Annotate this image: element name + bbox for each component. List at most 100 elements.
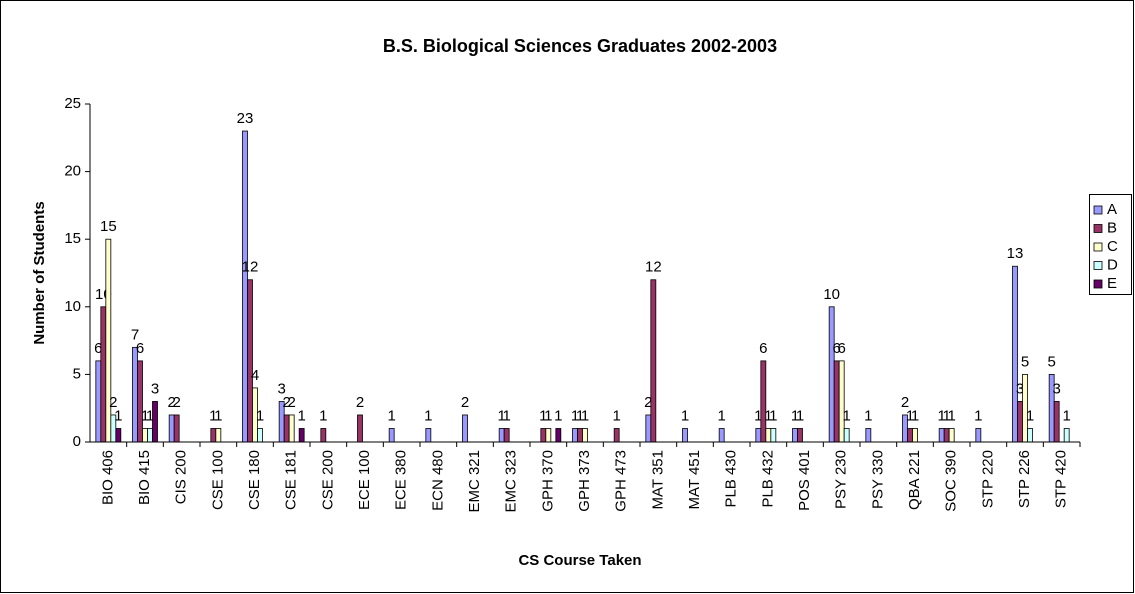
- value-label: 1: [576, 407, 584, 424]
- y-tick-label: 25: [64, 95, 81, 112]
- bar: [142, 428, 148, 443]
- y-tick-label: 5: [73, 365, 81, 382]
- bar: [462, 414, 468, 443]
- x-tick-label: PSY 330: [869, 450, 886, 509]
- value-label: 1: [681, 407, 689, 424]
- bar: [833, 360, 840, 443]
- bar: [760, 360, 767, 443]
- value-label: 1: [141, 407, 149, 424]
- bar: [682, 428, 688, 443]
- x-tick-label: EMC 323: [503, 450, 520, 513]
- value-label: 13: [1007, 245, 1024, 262]
- bar: [1053, 401, 1060, 443]
- x-tick-label: STP 220: [979, 450, 996, 508]
- value-label: 3: [1016, 380, 1024, 397]
- bar: [242, 130, 248, 443]
- value-label: 12: [645, 259, 662, 276]
- value-label: 2: [644, 394, 652, 411]
- x-tick-label: STP 226: [1016, 450, 1033, 508]
- y-tick-label: 0: [73, 433, 81, 450]
- value-label: 1: [754, 407, 762, 424]
- x-tick-label: POS 401: [796, 450, 813, 511]
- value-label: 23: [237, 110, 254, 127]
- x-tick-label: ECE 100: [356, 450, 373, 510]
- value-label: 4: [251, 367, 259, 384]
- value-label: 6: [94, 340, 102, 357]
- value-label: 1: [319, 407, 327, 424]
- bar: [975, 428, 982, 443]
- value-label: 1: [497, 407, 505, 424]
- bar: [100, 306, 107, 443]
- bar: [288, 414, 295, 443]
- value-label: 1: [1062, 407, 1070, 424]
- x-tick-label: BIO 406: [99, 450, 116, 505]
- bar: [298, 428, 305, 443]
- value-label: 1: [796, 407, 804, 424]
- y-tick-label: 20: [64, 163, 81, 180]
- x-tick-label: CSE 181: [283, 450, 300, 510]
- bar: [718, 428, 725, 443]
- bar: [357, 414, 363, 443]
- value-label: 1: [911, 407, 919, 424]
- value-label: 1: [146, 407, 154, 424]
- x-tick-label: PSY 230: [833, 450, 850, 509]
- bar: [613, 428, 620, 443]
- x-tick-label: CSE 180: [246, 450, 263, 510]
- value-label: 1: [297, 407, 305, 424]
- bar: [797, 428, 803, 443]
- bar: [503, 428, 510, 443]
- bar: [95, 360, 102, 443]
- value-label: 1: [906, 407, 914, 424]
- value-label: 1: [974, 407, 982, 424]
- x-tick-label: PLB 432: [759, 450, 776, 508]
- bar: [907, 428, 913, 443]
- value-label: 1: [544, 407, 552, 424]
- value-label: 6: [136, 340, 144, 357]
- bar: [147, 428, 153, 443]
- value-label: 1: [842, 407, 850, 424]
- bar: [645, 414, 652, 443]
- bar: [115, 428, 122, 443]
- value-label: 1: [864, 407, 872, 424]
- legend-label: A: [1107, 201, 1117, 218]
- bar: [838, 360, 845, 443]
- x-tick-label: CSE 200: [319, 450, 336, 510]
- y-axis-title: Number of Students: [31, 201, 48, 344]
- value-label: 6: [837, 340, 845, 357]
- value-label: 3: [277, 380, 285, 397]
- bar: [938, 428, 945, 443]
- value-label: 2: [282, 394, 290, 411]
- value-label: 12: [242, 259, 259, 276]
- x-tick-label: MAT 451: [686, 450, 703, 509]
- bar: [137, 360, 143, 443]
- legend-swatch: [1093, 261, 1103, 270]
- bar: [843, 428, 850, 443]
- x-tick-label: GPH 473: [613, 450, 630, 512]
- bar: [132, 346, 138, 443]
- x-tick-label: MAT 351: [649, 450, 666, 509]
- bar: [257, 428, 263, 443]
- value-label: 1: [769, 407, 777, 424]
- legend-swatch: [1093, 224, 1103, 233]
- bar: [425, 428, 432, 443]
- legend-swatch: [1093, 205, 1103, 215]
- value-label: 1: [947, 407, 955, 424]
- x-tick-label: GPH 373: [576, 450, 593, 512]
- bar: [173, 414, 180, 443]
- value-label: 1: [209, 407, 217, 424]
- x-tick-label: PLB 430: [723, 450, 740, 508]
- bar: [247, 279, 253, 443]
- value-label: 2: [109, 394, 117, 411]
- value-label: 2: [167, 394, 175, 411]
- bar: [210, 428, 217, 443]
- x-tick-label: GPH 370: [539, 450, 556, 512]
- bar: [828, 306, 835, 443]
- bar: [555, 428, 562, 443]
- x-tick-label: ECE 380: [393, 450, 410, 510]
- bar: [865, 428, 872, 443]
- value-label: 3: [151, 380, 159, 397]
- bar: [388, 428, 395, 443]
- bar: [582, 428, 588, 443]
- bar: [577, 428, 583, 443]
